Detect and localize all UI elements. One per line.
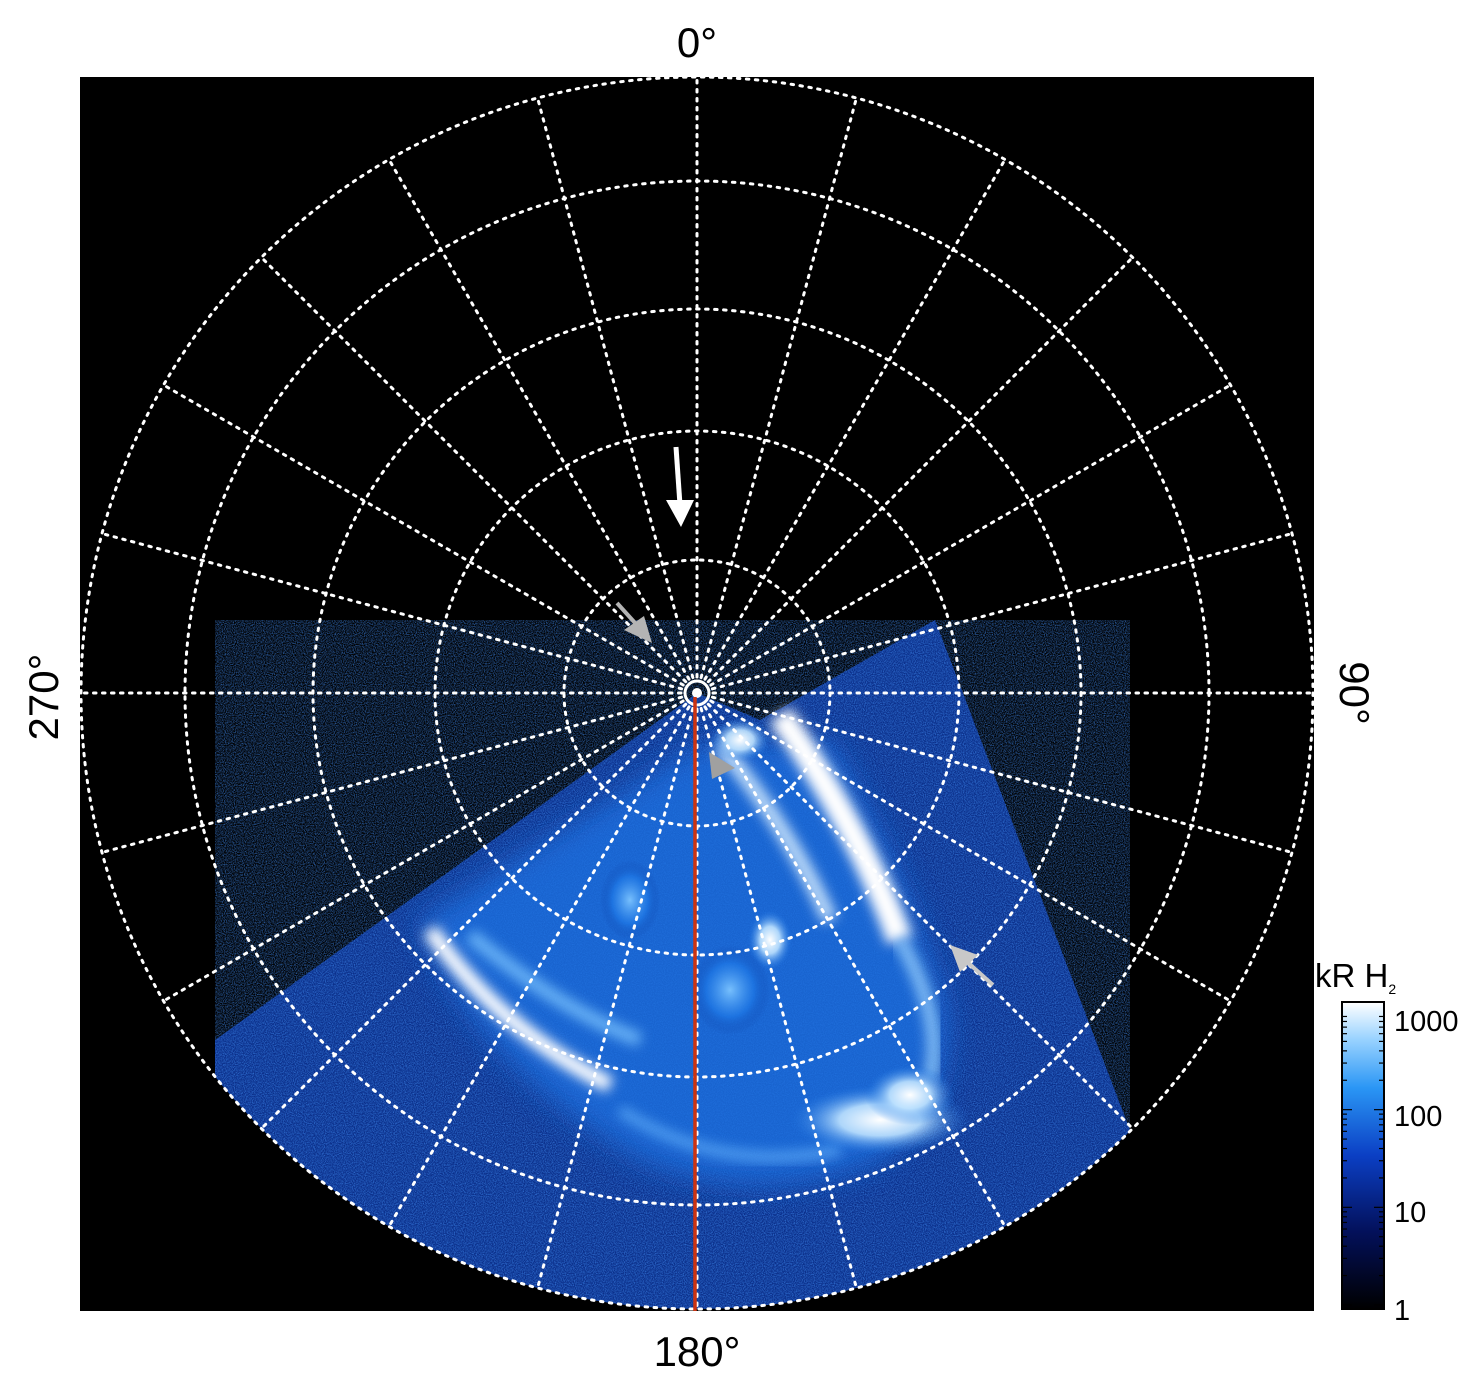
grid-meridian-line <box>162 383 685 687</box>
grid-meridian-line <box>703 158 1007 681</box>
longitude-label-0: 0° <box>677 19 717 66</box>
grid-meridian-line <box>536 96 695 680</box>
grid-meridian-line <box>699 706 858 1290</box>
grey-arrow-upper-left <box>615 601 652 643</box>
grid-meridian-line <box>100 532 684 691</box>
grid-meridian-line <box>710 532 1294 691</box>
colorbar-tick-10: 10 <box>1394 1197 1426 1229</box>
aurora-emission-image <box>215 620 1130 1309</box>
longitude-label-270: 270° <box>20 654 67 741</box>
longitude-label-90: 90° <box>1331 661 1378 725</box>
longitude-label-180: 180° <box>654 1328 741 1375</box>
grid-meridian-line <box>706 255 1135 684</box>
grid-meridian-line <box>387 705 691 1228</box>
grey-arrow-center <box>709 752 735 779</box>
colorbar-gradient <box>1341 1001 1385 1310</box>
grid-meridian-line <box>709 699 1232 1003</box>
grid-meridian-line <box>710 695 1294 854</box>
grid-meridian-line <box>703 705 1007 1228</box>
grid-meridian-line <box>259 255 688 684</box>
grey-arrow-right <box>950 945 995 987</box>
grid-meridian-line <box>387 158 691 681</box>
grid-meridian-line <box>259 702 688 1131</box>
colorbar-tick-100: 100 <box>1394 1101 1442 1133</box>
grid-meridian-line <box>709 383 1232 687</box>
grid-meridian-line <box>162 699 685 1003</box>
grid-meridian-line <box>536 706 695 1290</box>
colorbar-tick-1000: 1000 <box>1394 1006 1459 1038</box>
pole-marker <box>683 679 711 707</box>
grid-meridian-line <box>706 702 1135 1131</box>
white-arrow-north <box>666 446 694 527</box>
colorbar-title: kR H2 <box>1315 957 1396 997</box>
grid-meridian-line <box>100 695 684 854</box>
colorbar-tick-1: 1 <box>1394 1295 1410 1327</box>
polar-grid <box>80 77 1314 1311</box>
grid-meridian-line <box>699 96 858 680</box>
colorbar: kR H2 1000 100 10 1 <box>1315 957 1459 1327</box>
